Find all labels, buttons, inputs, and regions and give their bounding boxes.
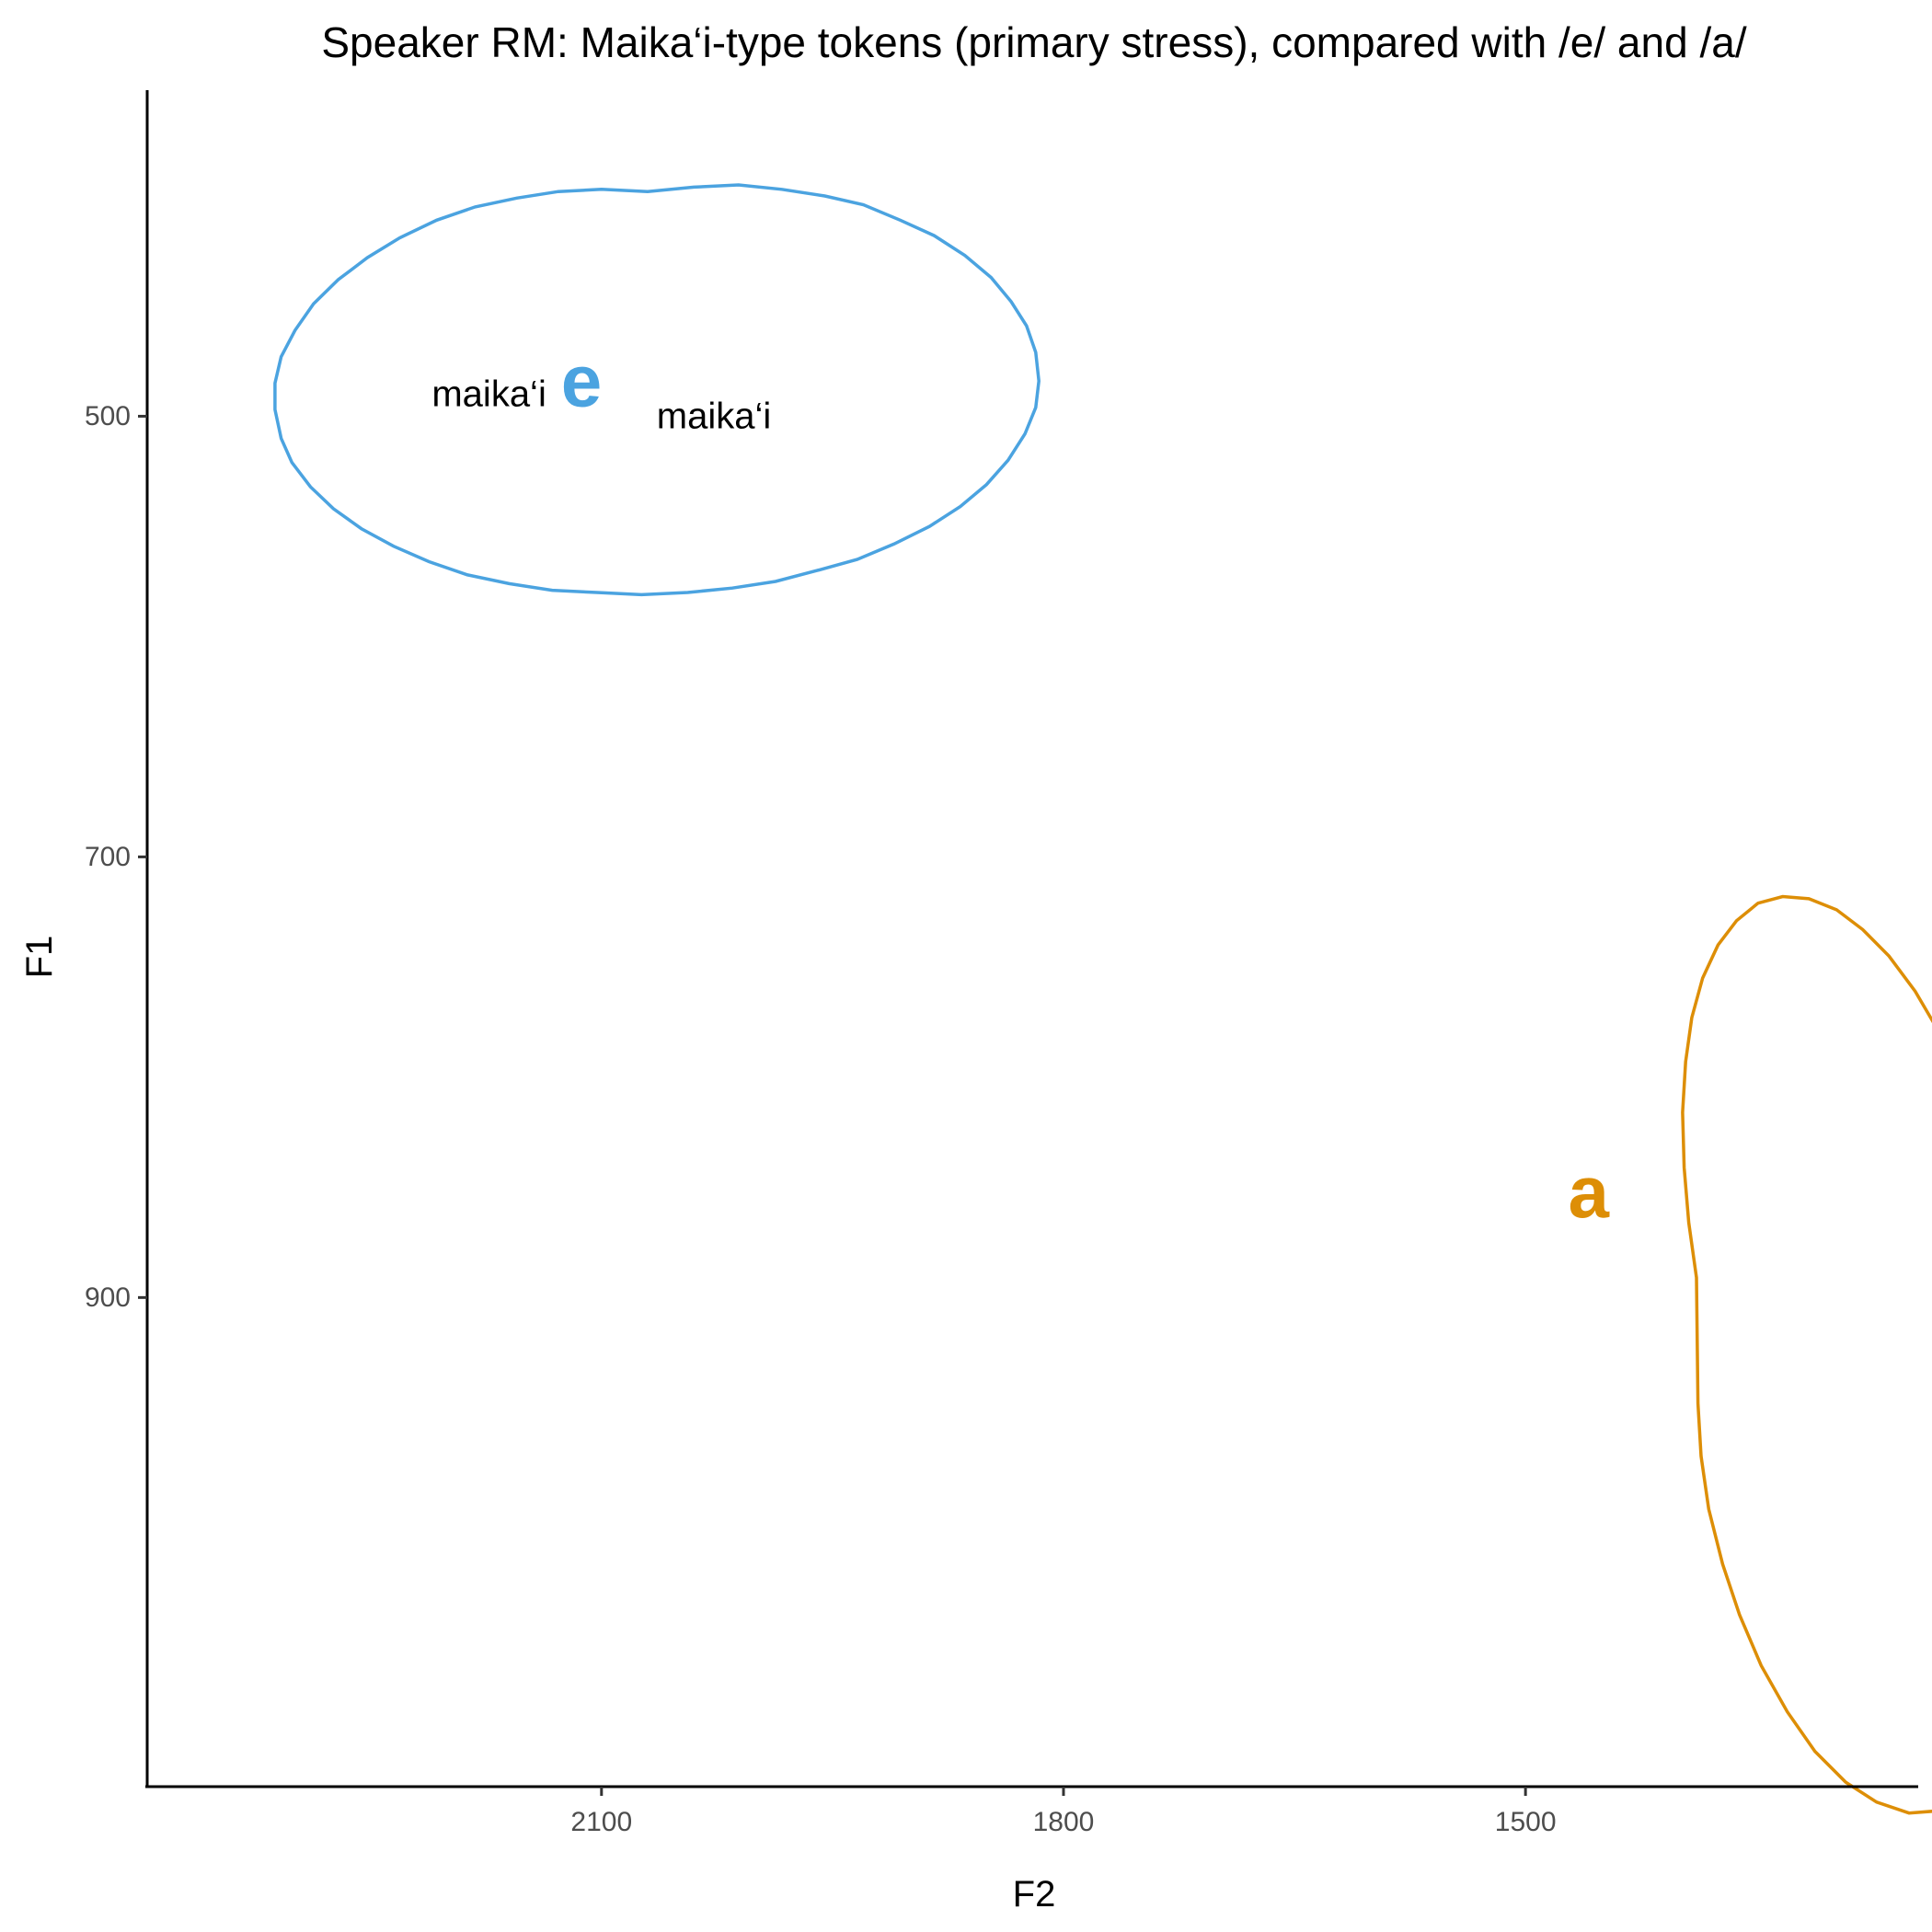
ellipse-e (273, 183, 1041, 597)
x-tick-label: 1500 (1495, 1807, 1557, 1837)
token-label: maika‘i (431, 374, 546, 414)
token-label: maika‘i (657, 396, 771, 436)
y-tick-label: 700 (85, 842, 131, 872)
y-tick-label: 900 (85, 1282, 131, 1313)
vowel-label-a: a (1569, 1151, 1610, 1233)
ellipse-a (1681, 894, 1932, 1815)
vowel-label-e: e (561, 340, 603, 422)
chart-title: Speaker RM: Maika‘i-type tokens (primary… (321, 18, 1746, 66)
x-tick-label: 1800 (1033, 1807, 1095, 1837)
x-axis-label: F2 (1013, 1874, 1056, 1915)
x-tick-label: 2100 (570, 1807, 632, 1837)
y-tick-label: 500 (85, 401, 131, 431)
y-axis-label: F1 (19, 936, 60, 979)
